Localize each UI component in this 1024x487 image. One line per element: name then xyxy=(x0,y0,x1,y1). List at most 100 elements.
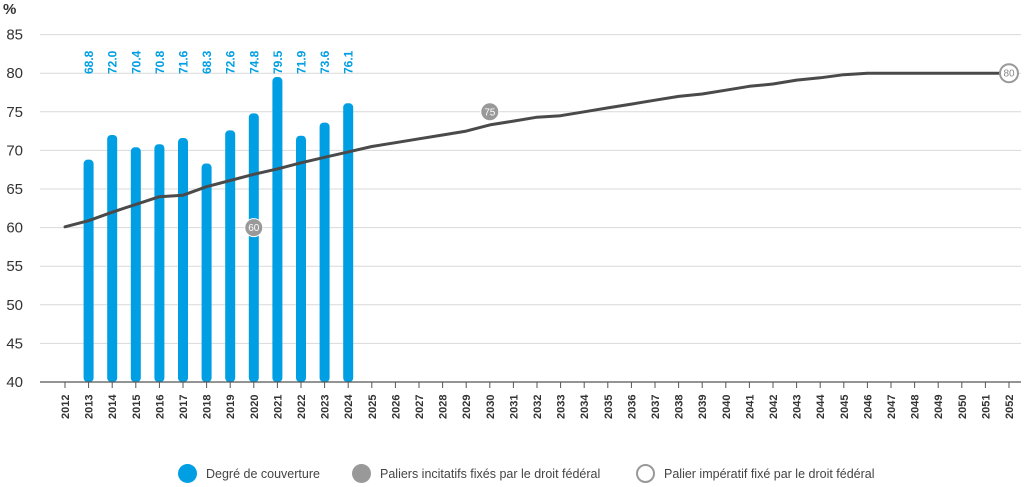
bar-data-label: 74.8 xyxy=(247,50,261,74)
legend: Degré de couverture Paliers incitatifs f… xyxy=(0,464,1024,484)
legend-swatch-filled-circle xyxy=(352,464,371,483)
x-tick-label: 2050 xyxy=(957,395,969,419)
x-tick-label: 2044 xyxy=(815,394,827,419)
legend-item-mandatory-threshold: Palier impératif fixé par le droit fédér… xyxy=(636,464,875,483)
coverage-chart: % 40 45 50 55 60 65 70 75 80 85 68.8 72.0 70.4 70.8 7… xyxy=(3,1,1021,419)
x-tick-label: 2049 xyxy=(933,395,945,419)
x-tick-label: 2048 xyxy=(910,395,922,419)
bar-data-label: 72.0 xyxy=(106,50,120,74)
x-tick-label: 2013 xyxy=(84,395,96,419)
bar-data-label: 68.3 xyxy=(200,50,214,74)
bar xyxy=(154,144,165,382)
x-tick-label: 2030 xyxy=(485,395,497,419)
x-tick-label: 2046 xyxy=(862,395,874,419)
y-tick-label: 65 xyxy=(6,181,23,198)
bar xyxy=(272,77,283,382)
bar-data-label: 70.8 xyxy=(153,50,167,74)
incentive-threshold-marker xyxy=(244,218,264,238)
x-tick-label: 2021 xyxy=(272,395,284,419)
bar-data-label: 71.9 xyxy=(295,50,309,74)
x-tick-label: 2022 xyxy=(296,395,308,419)
legend-item-coverage: Degré de couverture xyxy=(178,464,320,483)
x-tick-label: 2024 xyxy=(343,394,355,419)
y-tick-label: 85 xyxy=(6,27,23,44)
bar xyxy=(343,103,354,383)
legend-swatch-hollow-circle xyxy=(636,464,655,483)
x-tick-label: 2034 xyxy=(579,394,591,419)
x-tick-label: 2052 xyxy=(1004,395,1016,419)
x-tick-label: 2025 xyxy=(367,395,379,419)
bar-data-label: 76.1 xyxy=(342,50,356,74)
legend-item-incentive-thresholds: Paliers incitatifs fixés par le droit fé… xyxy=(352,464,600,483)
line-series xyxy=(63,71,1011,229)
marker-label: 75 xyxy=(484,107,496,118)
x-tick-label: 2026 xyxy=(390,395,402,419)
legend-label-mandatory-threshold: Palier impératif fixé par le droit fédér… xyxy=(664,466,875,481)
x-tick-label: 2020 xyxy=(249,395,261,419)
bar-data-labels: 68.8 72.0 70.4 70.8 71.6 68.3 72.6 74.8 79.5 71.9… xyxy=(82,50,356,74)
threshold-markers: 60 75 80 xyxy=(244,63,1019,238)
y-tick-label: 50 xyxy=(6,297,23,314)
bar-data-label: 68.8 xyxy=(82,50,96,74)
x-tick-label: 2043 xyxy=(792,395,804,419)
x-tick-label: 2036 xyxy=(626,395,638,419)
legend-label-incentive-thresholds: Paliers incitatifs fixés par le droit fé… xyxy=(380,466,601,481)
x-tick-label: 2040 xyxy=(721,395,733,419)
y-tick-label: 40 xyxy=(6,374,23,391)
x-tick-label: 2019 xyxy=(225,395,237,419)
bar xyxy=(248,113,259,383)
x-tick-label: 2031 xyxy=(508,395,520,419)
x-tick-label: 2038 xyxy=(674,395,686,419)
marker-label: 60 xyxy=(248,223,260,234)
bar xyxy=(296,135,306,382)
x-tick-label: 2028 xyxy=(438,395,450,419)
line-path xyxy=(63,71,1011,229)
y-tick-label: 80 xyxy=(6,65,23,82)
x-tick-label: 2042 xyxy=(768,395,780,419)
incentive-threshold-marker xyxy=(480,102,500,122)
x-tick-label: 2012 xyxy=(60,395,72,419)
bar-series xyxy=(83,77,354,383)
bar-data-label: 71.6 xyxy=(177,50,191,74)
legend-swatch-bar xyxy=(178,464,197,483)
bar xyxy=(83,159,94,382)
x-tick-label: 2014 xyxy=(107,394,119,419)
x-tick-label: 2015 xyxy=(131,395,143,419)
x-tick-label: 2023 xyxy=(320,395,332,419)
x-tick-label: 2027 xyxy=(414,395,426,419)
bar-data-label: 70.4 xyxy=(129,50,143,74)
y-tick-label: 45 xyxy=(6,335,23,352)
legend-label-coverage: Degré de couverture xyxy=(206,466,320,481)
x-axis: 2012 2013 2014 2015 2016 2017 2018 2019 2020 2021… xyxy=(40,381,1021,419)
x-tick-label: 2033 xyxy=(556,395,568,419)
x-tick-label: 2032 xyxy=(532,395,544,419)
x-tick-label: 2037 xyxy=(650,395,662,419)
x-tick-label: 2017 xyxy=(178,395,190,419)
y-tick-label: 55 xyxy=(6,258,23,275)
x-tick-label: 2051 xyxy=(980,395,992,419)
x-tick-label: 2045 xyxy=(839,395,851,419)
marker-label: 80 xyxy=(1003,69,1015,80)
bar-data-label: 73.6 xyxy=(318,50,332,74)
x-tick-label: 2016 xyxy=(154,395,166,419)
x-tick-label: 2039 xyxy=(697,395,709,419)
mandatory-threshold-marker xyxy=(999,63,1019,84)
y-tick-label: 75 xyxy=(6,104,23,121)
x-tick-label: 2029 xyxy=(461,395,473,419)
y-tick-label: 60 xyxy=(6,220,23,237)
x-tick-label: 2035 xyxy=(603,395,615,419)
y-axis-ticks: 40 45 50 55 60 65 70 75 80 85 xyxy=(6,27,23,391)
bar xyxy=(225,130,236,382)
y-unit-label: % xyxy=(3,1,16,18)
x-tick-label: 2047 xyxy=(886,395,898,419)
bar-data-label: 72.6 xyxy=(224,50,238,74)
bar xyxy=(201,163,212,382)
bar xyxy=(107,134,118,382)
bar xyxy=(130,147,141,382)
x-tick-label: 2041 xyxy=(744,395,756,419)
bar xyxy=(178,138,188,382)
y-tick-label: 70 xyxy=(6,142,23,159)
bar xyxy=(319,122,330,382)
bar-data-label: 79.5 xyxy=(271,50,285,74)
x-tick-label: 2018 xyxy=(202,395,214,419)
